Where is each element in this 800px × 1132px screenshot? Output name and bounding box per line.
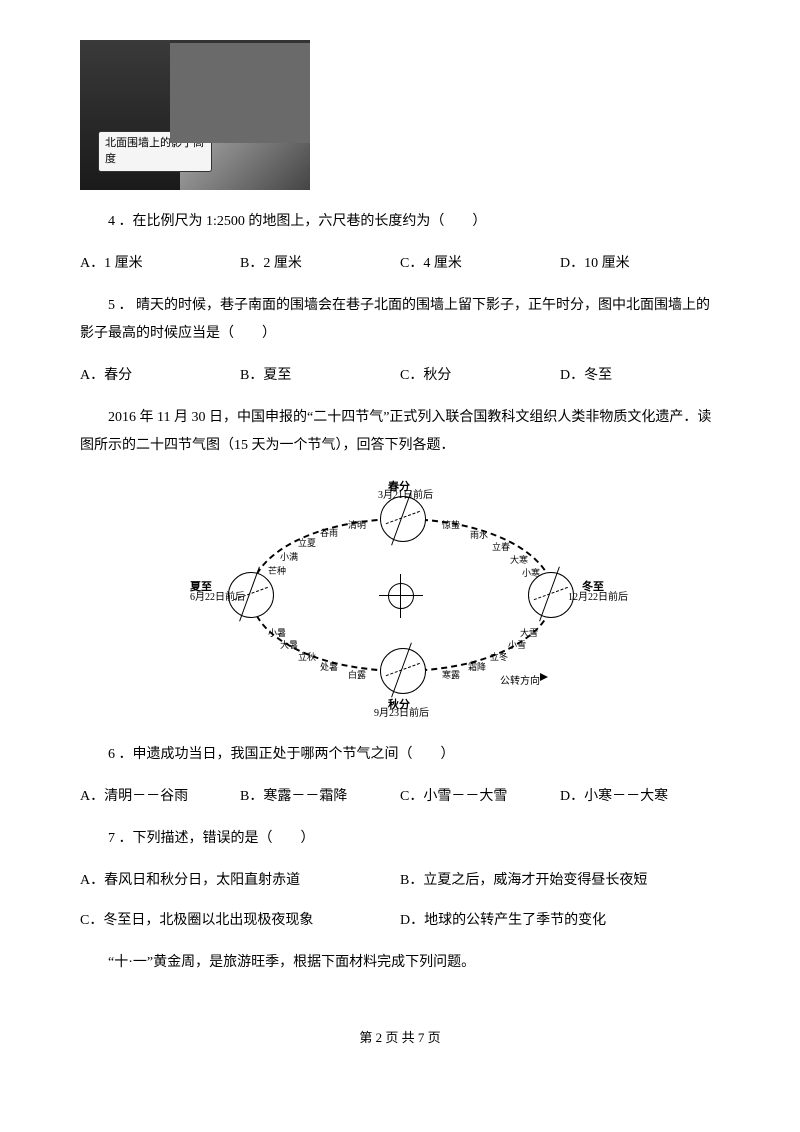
solar-terms-diagram: 春分 3月21日前后 冬至 12月22日前后 秋分 9月23日前后 夏至 6月2… (190, 478, 610, 718)
q6-opt-a: A．清明－－谷雨 (80, 783, 240, 811)
date-autumn: 9月23日前后 (374, 708, 429, 720)
q5-text: 5 ． 晴天的时候，巷子南面的围墙会在巷子北面的围墙上留下影子，正午时分，图中北… (80, 292, 720, 348)
photo-sign: 六尺巷 (213, 85, 285, 115)
term-br-2: 立冬 (490, 650, 508, 663)
q7-text: 7 ．下列描述，错误的是（ ） (80, 825, 720, 853)
page-footer: 第 2 页 共 7 页 (80, 1027, 720, 1046)
term-tl-4: 芒种 (268, 564, 286, 577)
q4-opt-b: B．2 厘米 (240, 250, 400, 278)
page-root: 六尺巷 北面围墙上的影子高度 4 ．在比例尺为 1:2500 的地图上，六尺巷的… (0, 0, 800, 1076)
term-br-3: 小雪 (508, 638, 526, 651)
q5-opt-a: A．春分 (80, 362, 240, 390)
q5-opt-d: D．冬至 (560, 362, 720, 390)
q4-opt-d: D．10 厘米 (560, 250, 720, 278)
passage-24jieqi: 2016 年 11 月 30 日，中国申报的“二十四节气”正式列入联合国教科文组… (80, 404, 720, 460)
term-tr-2: 立春 (492, 540, 510, 553)
term-bl-3: 处暑 (320, 660, 338, 673)
q7-options-row2: C．冬至日，北极圈以北出现极夜现象 D．地球的公转产生了季节的变化 (80, 907, 720, 935)
term-tr-4: 小寒 (522, 566, 540, 579)
q5-opt-c: C．秋分 (400, 362, 560, 390)
term-tr-3: 大寒 (510, 553, 528, 566)
date-summer: 6月22日前后 (190, 592, 245, 604)
term-tl-3: 小满 (280, 550, 298, 563)
q6-opt-b: B．寒露－－霜降 (240, 783, 400, 811)
term-br-0: 寒露 (442, 668, 460, 681)
q7-options-row1: A．春风日和秋分日，太阳直射赤道 B．立夏之后，威海才开始变得昼长夜短 (80, 867, 720, 895)
globe-autumn (380, 648, 426, 694)
term-br-4: 大雪 (520, 626, 538, 639)
q7-opt-b: B．立夏之后，威海才开始变得昼长夜短 (400, 867, 720, 895)
q7-opt-c: C．冬至日，北极圈以北出现极夜现象 (80, 907, 400, 935)
q7-opt-d: D．地球的公转产生了季节的变化 (400, 907, 720, 935)
term-tr-1: 雨水 (470, 528, 488, 541)
q5-options: A．春分 B．夏至 C．秋分 D．冬至 (80, 362, 720, 390)
photo-liuchixiang: 六尺巷 北面围墙上的影子高度 (80, 40, 310, 190)
term-tl-2: 立夏 (298, 536, 316, 549)
diagram-wrap: 春分 3月21日前后 冬至 12月22日前后 秋分 9月23日前后 夏至 6月2… (80, 478, 720, 723)
q4-options: A．1 厘米 B．2 厘米 C．4 厘米 D．10 厘米 (80, 250, 720, 278)
globe-spring (380, 496, 426, 542)
term-br-1: 霜降 (468, 660, 486, 673)
term-bl-1: 大暑 (280, 638, 298, 651)
q6-text: 6 ．申遗成功当日，我国正处于哪两个节气之间（ ） (80, 741, 720, 769)
q6-opt-c: C．小雪－－大雪 (400, 783, 560, 811)
q5-opt-b: B．夏至 (240, 362, 400, 390)
term-tl-0: 清明 (348, 518, 366, 531)
term-tr-0: 惊蛰 (442, 518, 460, 531)
q7-opt-a: A．春风日和秋分日，太阳直射赤道 (80, 867, 400, 895)
q6-opt-d: D．小寒－－大寒 (560, 783, 720, 811)
q4-opt-a: A．1 厘米 (80, 250, 240, 278)
photo-callout: 北面围墙上的影子高度 (98, 131, 212, 172)
q8-intro: “十·一”黄金周，是旅游旺季，根据下面材料完成下列问题。 (80, 949, 720, 977)
rotation-label: 公转方向 (500, 676, 540, 688)
q4-text: 4 ．在比例尺为 1:2500 的地图上，六尺巷的长度约为（ ） (80, 208, 720, 236)
term-bl-2: 立秋 (298, 650, 316, 663)
term-bl-4: 白露 (348, 668, 366, 681)
date-spring: 3月21日前后 (378, 490, 433, 502)
term-tl-1: 谷雨 (320, 526, 338, 539)
date-winter: 12月22日前后 (568, 592, 628, 604)
q4-opt-c: C．4 厘米 (400, 250, 560, 278)
q6-options: A．清明－－谷雨 B．寒露－－霜降 C．小雪－－大雪 D．小寒－－大寒 (80, 783, 720, 811)
sun-icon (388, 583, 414, 609)
rotation-arrow-icon (540, 673, 548, 681)
